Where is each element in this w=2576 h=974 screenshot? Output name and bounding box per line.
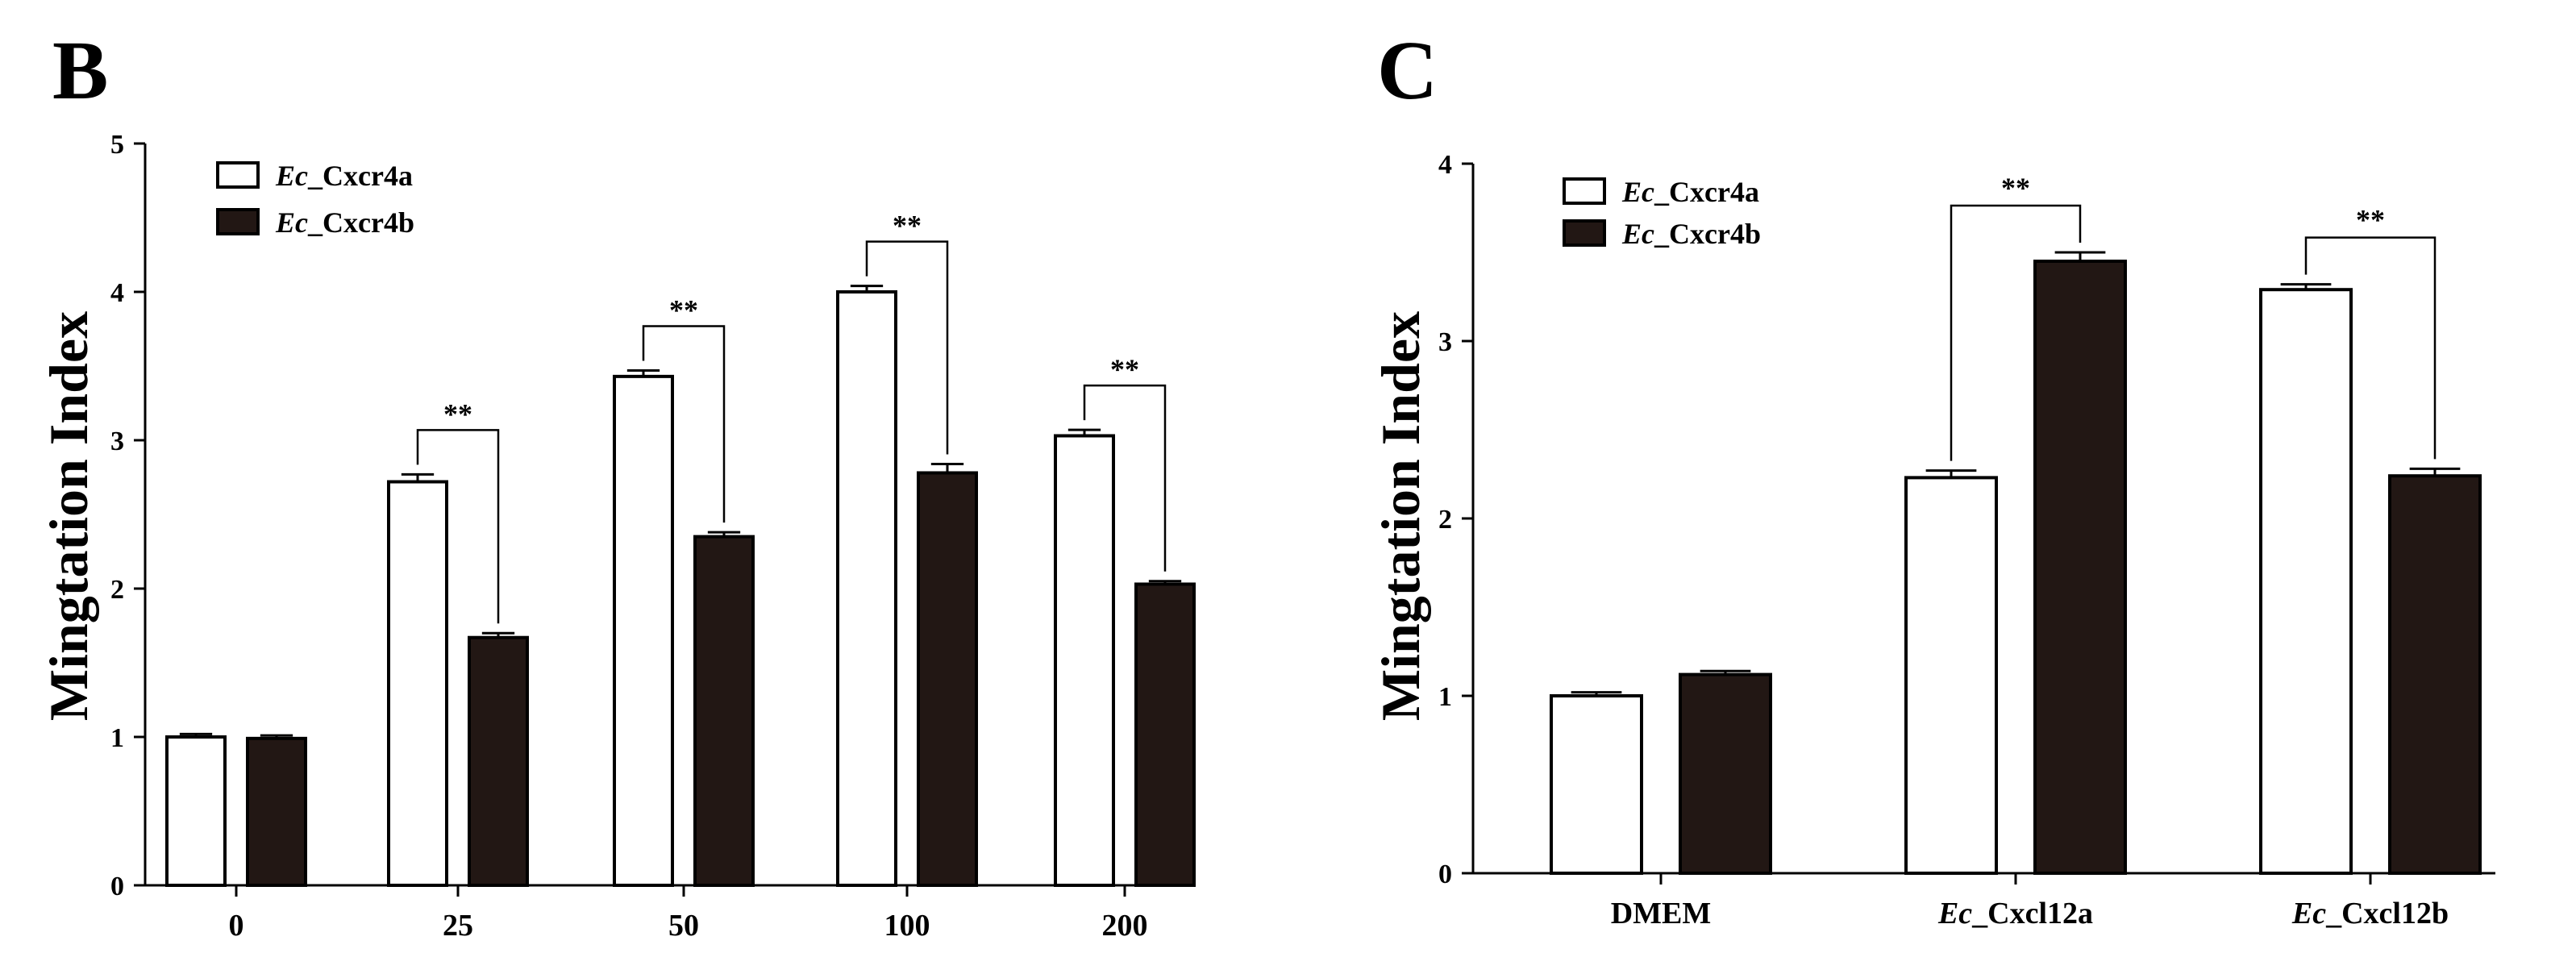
panel-letter-c: C — [1377, 24, 1438, 117]
bar-cxcr4b — [2388, 474, 2482, 875]
significance-label: ** — [443, 398, 472, 430]
legend-label-cxcr4a: Ec_Cxcr4a — [275, 160, 413, 192]
bar-cxcr4a — [836, 290, 897, 887]
y-tick-label: 3 — [1438, 327, 1452, 357]
significance-bracket — [642, 325, 726, 523]
significance-bracket — [1083, 384, 1167, 572]
significance-label: ** — [669, 294, 698, 327]
legend-label-cxcr4b: Ec_Cxcr4b — [275, 206, 414, 239]
significance-bracket — [416, 429, 500, 624]
legend-label-cxcr4b: Ec_Cxcr4b — [1621, 218, 1761, 250]
significance-bracket — [1950, 204, 2082, 461]
y-tick-label: 2 — [1438, 505, 1452, 535]
y-axis-label: Mingtation Index — [1370, 311, 1431, 721]
bar-cxcr4a — [387, 480, 448, 888]
legend-label-cxcr4b-italic-part: Ec — [1621, 218, 1654, 250]
x-tick-label: 100 — [884, 909, 930, 943]
x-tick-label-italic-part: Ec — [2291, 897, 2326, 930]
significance-bracket — [2304, 236, 2437, 460]
significance-label: ** — [2001, 172, 2030, 204]
bar-cxcr4b — [1134, 582, 1196, 887]
y-tick-label: 0 — [110, 872, 124, 901]
legend-label-cxcr4b-text-part: _Cxcr4b — [1654, 218, 1761, 250]
y-tick-label: 0 — [1438, 860, 1452, 889]
y-axis-label: Mingtation Index — [38, 311, 99, 721]
legend-label-cxcr4b-text-part: _Cxcr4b — [307, 206, 414, 239]
bar-cxcr4b — [1679, 672, 1772, 875]
bar-cxcr4b — [468, 635, 529, 887]
y-tick-label: 1 — [110, 723, 124, 753]
x-tick-label-text-part: DMEM — [1611, 897, 1712, 930]
bar-cxcr4a — [1904, 476, 1998, 876]
x-tick-label: 25 — [443, 909, 473, 943]
bar-cxcr4a — [2259, 288, 2353, 875]
legend-swatch-cxcr4b — [216, 208, 260, 235]
legend-label-cxcr4a: Ec_Cxcr4a — [1621, 176, 1759, 208]
x-tick-label-text-part: _Cxcl12b — [2325, 897, 2449, 930]
x-tick-label-italic-part: Ec — [1937, 897, 1972, 930]
legend-swatch-cxcr4a — [1563, 177, 1606, 205]
bar-cxcr4b — [246, 736, 307, 888]
x-tick-label-text-part: _Cxcl12a — [1971, 897, 2093, 930]
bar-cxcr4b — [2033, 260, 2127, 875]
x-tick-label: 0 — [229, 909, 244, 943]
y-tick-label: 5 — [110, 130, 124, 160]
legend-label-cxcr4b-italic-part: Ec — [275, 206, 308, 239]
significance-bracket — [865, 240, 949, 455]
legend-swatch-cxcr4a — [216, 161, 260, 189]
x-tick-label: DMEM — [1611, 897, 1712, 930]
legend-label-cxcr4a-text-part: _Cxcr4a — [307, 160, 413, 192]
x-tick-label: Ec_Cxcl12b — [2291, 897, 2449, 930]
bar-cxcr4a — [1550, 694, 1643, 875]
bar-cxcr4a — [613, 374, 674, 887]
bar-cxcr4a — [165, 735, 227, 887]
significance-label: ** — [2356, 204, 2385, 236]
legend-label-cxcr4a-italic-part: Ec — [1621, 176, 1654, 208]
bar-cxcr4a — [1054, 434, 1115, 887]
x-tick-label: 50 — [668, 909, 699, 943]
bar-cxcr4b — [693, 535, 755, 887]
significance-label: ** — [893, 210, 922, 242]
bar-cxcr4b — [917, 471, 978, 887]
legend-label-cxcr4a-italic-part: Ec — [275, 160, 308, 192]
y-tick-label: 4 — [1438, 150, 1452, 180]
y-tick-label: 2 — [110, 575, 124, 605]
y-tick-label: 3 — [110, 427, 124, 456]
y-tick-label: 1 — [1438, 682, 1452, 712]
panel-letter-b: B — [52, 24, 108, 117]
x-tick-label: Ec_Cxcl12a — [1937, 897, 2093, 930]
significance-label: ** — [1110, 353, 1139, 385]
x-tick-label: 200 — [1102, 909, 1148, 943]
legend-swatch-cxcr4b — [1563, 219, 1606, 247]
legend-label-cxcr4a-text-part: _Cxcr4a — [1654, 176, 1759, 208]
y-tick-label: 4 — [110, 278, 124, 308]
